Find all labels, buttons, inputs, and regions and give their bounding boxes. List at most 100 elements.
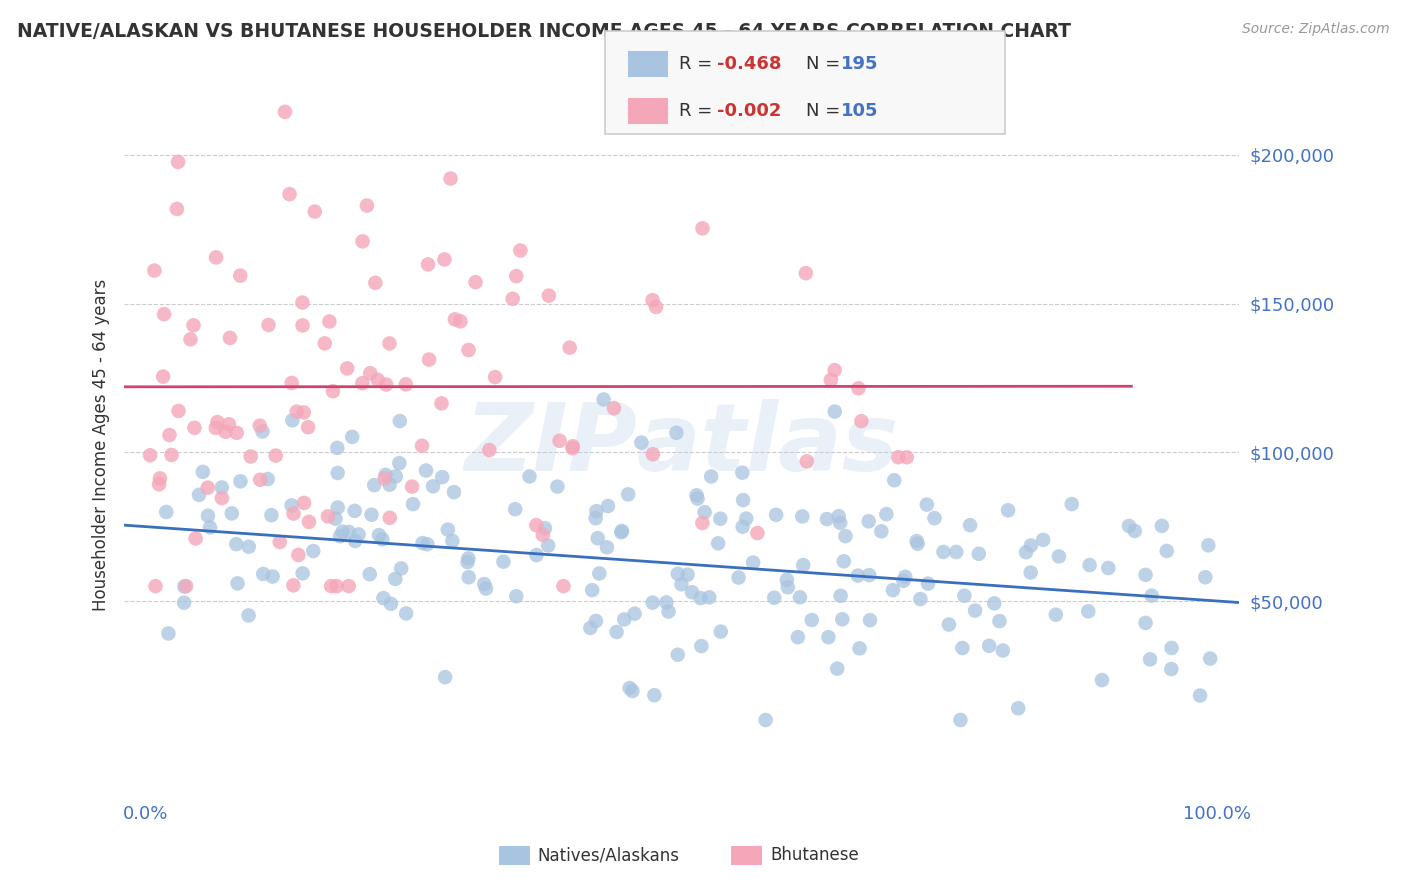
Point [145,579,167,593]
Point [603,401,626,416]
Point [264,449,287,463]
Point [395,607,418,621]
Point [824,363,846,377]
Point [211,491,233,505]
Point [375,377,398,392]
Point [332,524,354,539]
Text: N =: N = [806,55,845,73]
Point [657,605,679,619]
Point [1015,545,1038,559]
Point [907,537,929,551]
Point [1060,497,1083,511]
Point [870,524,893,539]
Point [437,523,460,537]
Point [592,392,614,407]
Point [619,681,641,695]
Point [641,596,664,610]
Point [316,509,339,524]
Point [859,613,882,627]
Point [291,566,314,581]
Point [256,472,278,486]
Point [967,547,990,561]
Point [553,579,575,593]
Point [1139,652,1161,666]
Point [492,555,515,569]
Point [457,551,479,566]
Point [326,441,349,455]
Point [621,684,644,698]
Point [915,498,938,512]
Point [252,566,274,581]
Point [378,477,401,491]
Point [526,548,548,562]
Point [374,467,396,482]
Point [298,515,321,529]
Point [561,441,583,455]
Point [472,577,495,591]
Point [893,574,915,588]
Point [314,336,336,351]
Point [281,413,304,427]
Point [817,630,839,644]
Point [997,503,1019,517]
Point [262,569,284,583]
Text: Natives/Alaskans: Natives/Alaskans [537,847,679,864]
Point [1135,567,1157,582]
Point [395,377,418,392]
Point [1156,544,1178,558]
Point [735,511,758,525]
Point [418,352,440,367]
Point [257,318,280,332]
Point [731,519,754,533]
Point [148,477,170,491]
Point [1160,640,1182,655]
Point [685,488,707,502]
Point [252,425,274,439]
Point [755,713,778,727]
Point [364,276,387,290]
Point [697,591,720,605]
Point [457,570,479,584]
Point [585,504,607,518]
Point [617,487,640,501]
Point [792,558,814,572]
Point [665,425,688,440]
Point [143,263,166,277]
Point [1078,558,1101,573]
Point [1197,538,1219,552]
Point [832,554,855,568]
Point [763,591,786,605]
Point [676,567,699,582]
Point [411,536,433,550]
Point [321,579,343,593]
Point [292,496,315,510]
Point [326,466,349,480]
Text: ZIP​atlas: ZIP​atlas [464,399,898,491]
Point [302,544,325,558]
Point [1150,519,1173,533]
Point [671,577,693,591]
Text: N =: N = [806,102,845,120]
Point [875,507,897,521]
Point [283,578,305,592]
Point [643,688,665,702]
Point [776,580,799,594]
Point [546,480,568,494]
Point [815,512,838,526]
Point [229,475,252,489]
Point [249,418,271,433]
Point [443,485,465,500]
Point [363,478,385,492]
Point [848,381,870,395]
Text: R =: R = [679,102,718,120]
Point [204,421,226,435]
Point [433,252,456,267]
Point [830,589,852,603]
Point [388,414,411,428]
Point [945,545,967,559]
Point [139,448,162,462]
Point [630,435,652,450]
Point [917,576,939,591]
Point [824,404,846,418]
Point [524,518,547,533]
